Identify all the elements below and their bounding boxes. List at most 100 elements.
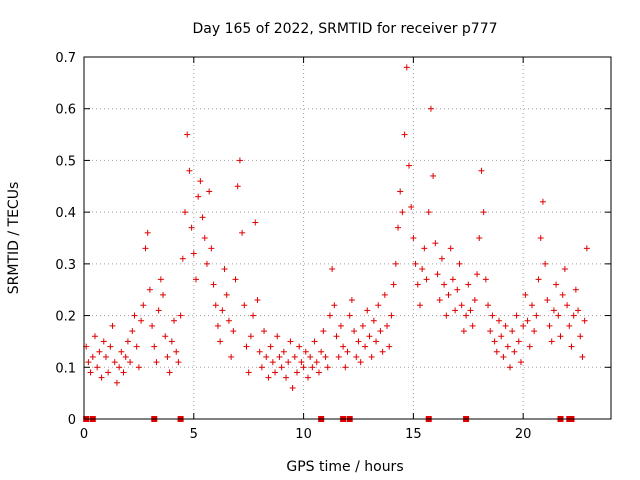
data-point	[155, 307, 162, 314]
data-point	[124, 338, 131, 345]
data-point	[122, 353, 129, 360]
data-point	[195, 193, 202, 200]
data-point	[392, 260, 399, 267]
data-point	[247, 333, 254, 340]
data-point	[337, 322, 344, 329]
data-point	[373, 338, 380, 345]
data-point	[188, 224, 195, 231]
data-point	[203, 260, 210, 267]
data-point	[287, 338, 294, 345]
data-point	[381, 291, 388, 298]
data-point	[557, 333, 564, 340]
data-point	[283, 374, 290, 381]
data-point	[583, 245, 590, 252]
data-point	[496, 317, 503, 324]
data-point	[500, 353, 507, 360]
data-point	[236, 157, 243, 164]
data-point	[144, 229, 151, 236]
y-tick-label: 0.2	[55, 310, 76, 325]
data-point	[485, 302, 492, 309]
data-point	[313, 359, 320, 366]
data-point	[386, 343, 393, 350]
data-point	[401, 131, 408, 138]
data-point	[197, 178, 204, 185]
data-point	[100, 338, 107, 345]
data-point	[166, 369, 173, 376]
data-point	[379, 348, 386, 355]
data-point	[454, 286, 461, 293]
data-point	[307, 353, 314, 360]
data-point	[245, 369, 252, 376]
data-point	[142, 245, 149, 252]
data-point	[498, 333, 505, 340]
data-point	[502, 322, 509, 329]
data-point	[427, 105, 434, 112]
data-point	[515, 338, 522, 345]
data-point	[366, 333, 373, 340]
data-point	[212, 302, 219, 309]
data-point	[528, 302, 535, 309]
data-point	[241, 302, 248, 309]
data-point	[447, 245, 454, 252]
data-point	[561, 266, 568, 273]
data-point	[410, 235, 417, 241]
data-point	[243, 343, 250, 350]
data-point	[416, 302, 423, 309]
data-point	[467, 307, 474, 314]
data-point	[342, 364, 349, 371]
data-point	[285, 359, 292, 366]
data-point	[397, 188, 404, 195]
data-point	[300, 364, 307, 371]
data-point	[340, 343, 347, 350]
data-point	[208, 245, 215, 252]
x-tick-label: 15	[405, 427, 422, 442]
data-point	[89, 353, 96, 360]
data-point	[542, 260, 549, 267]
data-point	[151, 343, 158, 350]
data-point	[478, 167, 485, 174]
data-point	[344, 348, 351, 355]
data-point	[425, 209, 432, 216]
data-point	[463, 312, 470, 319]
y-tick-label: 0.1	[55, 361, 76, 376]
data-point	[577, 333, 584, 340]
y-tick-label: 0.4	[55, 206, 76, 221]
y-tick-label: 0.3	[55, 258, 76, 273]
data-point	[94, 364, 101, 371]
data-point	[537, 235, 544, 241]
data-point	[579, 353, 586, 360]
data-point	[272, 369, 279, 376]
data-point	[456, 260, 463, 267]
data-point	[465, 281, 472, 288]
data-point	[278, 364, 285, 371]
data-point	[175, 359, 182, 366]
data-point	[555, 312, 562, 319]
data-point	[353, 353, 360, 360]
data-point	[111, 359, 118, 366]
data-point	[544, 297, 551, 304]
data-point	[430, 172, 437, 179]
data-point	[564, 302, 571, 309]
data-point	[326, 312, 333, 319]
data-point	[138, 317, 145, 324]
data-point	[535, 276, 542, 283]
data-point	[359, 322, 366, 329]
data-point	[157, 276, 164, 283]
data-point	[348, 297, 355, 304]
data-point	[399, 209, 406, 216]
y-tick-label: 0.7	[55, 51, 76, 66]
data-point	[146, 286, 153, 293]
data-point	[149, 322, 156, 329]
y-axis-label: SRMTID / TECUs	[6, 182, 22, 295]
data-point	[102, 353, 109, 360]
data-point	[184, 131, 191, 138]
data-point	[201, 235, 208, 241]
chart-title: Day 165 of 2022, SRMTID for receiver p77…	[192, 21, 497, 37]
data-point	[252, 219, 259, 226]
data-point	[491, 338, 498, 345]
data-point	[85, 359, 92, 366]
data-point	[296, 343, 303, 350]
data-point	[390, 281, 397, 288]
data-point	[355, 338, 362, 345]
data-point	[375, 302, 382, 309]
